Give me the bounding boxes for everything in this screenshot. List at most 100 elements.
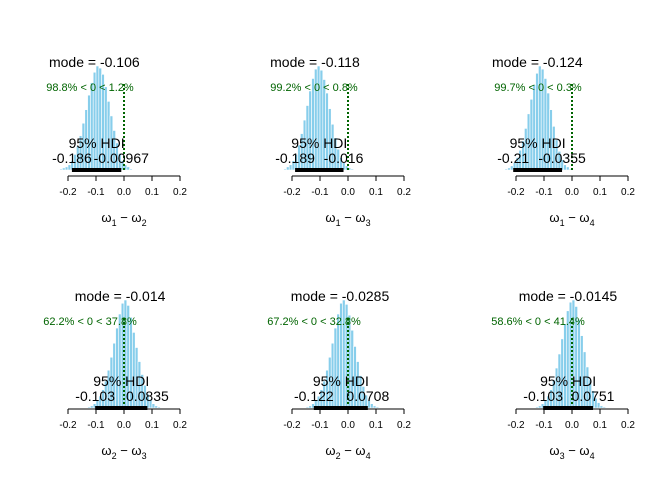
x-tick-label: -0.1 [311,187,329,198]
histogram-bar [504,168,508,171]
x-tick-label: -0.2 [507,420,525,431]
hdi-low-label: -0.103 [523,388,563,404]
comparison-percent-label: 58.6% < 0 < 41.4% [491,316,585,328]
x-tick-label: 0.0 [341,187,355,198]
comparison-percent-label: 62.2% < 0 < 37.8% [43,316,137,328]
histogram-bar [372,405,377,409]
comparison-percent-label: 99.2% < 0 < 0.8% [270,82,358,94]
histogram-bar [151,403,156,409]
hdi-low-label: -0.21 [497,150,529,166]
mode-label: mode = -0.106 [49,54,140,70]
x-tick-label: 0.1 [145,187,159,198]
histogram-bar [308,405,312,409]
x-tick-label: 0.0 [117,187,131,198]
hdi-high-label: 0.0751 [572,388,615,404]
histogram-bar [538,405,542,409]
histogram-bar [283,168,287,171]
hdi-low-label: -0.189 [275,150,315,166]
hdi-low-label: -0.103 [75,388,115,404]
hdi-high-label: 0.0835 [126,388,169,404]
mode-label: mode = -0.014 [75,288,166,304]
x-tick-label: 0.2 [397,420,411,431]
x-tick-label: -0.1 [311,420,329,431]
hdi-low-label: -0.122 [294,388,334,404]
histogram-bar [333,327,338,409]
histogram-bar [59,168,63,171]
x-tick-label: 0.1 [369,187,383,198]
x-tick-label: -0.2 [283,187,301,198]
histogram-bar [154,405,158,409]
hdi-low-label: -0.186 [52,150,92,166]
x-tick-label: -0.1 [87,187,105,198]
histogram-bar [129,168,133,171]
x-tick-label: 0.2 [397,187,411,198]
x-tick-label: -0.2 [507,187,525,198]
histogram-bar [510,165,514,171]
hdi-title: 95% HDI [93,373,149,389]
x-axis-label: ω2 − ω3 [101,443,146,461]
mode-label: mode = -0.118 [270,54,360,70]
histogram-bar [87,406,91,409]
mode-label: mode = -0.0145 [519,288,618,304]
histogram-bar [507,167,511,171]
comparison-percent-label: 98.8% < 0 < 1.2% [46,82,134,94]
x-tick-label: -0.1 [535,187,553,198]
x-tick-label: -0.1 [535,420,553,431]
x-tick-label: 0.2 [621,420,635,431]
histogram-bar [532,84,536,171]
mode-label: mode = -0.124 [492,54,583,70]
x-axis-label: ω1 − ω4 [549,210,594,228]
histogram-bar [350,168,354,171]
x-tick-label: -0.2 [283,420,301,431]
hdi-title: 95% HDI [313,373,369,389]
x-axis-label: ω1 − ω3 [325,210,370,228]
histogram-bar [115,327,119,409]
x-tick-label: 0.1 [593,187,607,198]
histogram-bar [286,166,290,171]
x-tick-label: 0.0 [117,420,131,431]
comparison-percent-label: 99.7% < 0 < 0.3% [494,82,582,94]
x-tick-label: 0.2 [173,420,187,431]
mode-label: mode = -0.0285 [291,288,390,304]
x-tick-label: 0.2 [173,187,187,198]
histogram-bar [157,406,161,409]
x-tick-label: 0.1 [593,420,607,431]
histogram-bar [535,406,539,409]
hdi-high-label: -0.00967 [94,150,149,166]
histogram-bar [90,405,94,409]
histogram-bar [126,166,130,171]
x-tick-label: 0.0 [565,420,579,431]
hdi-title: 95% HDI [69,135,125,151]
hdi-high-label: -0.016 [324,150,364,166]
x-tick-label: 0.2 [621,187,635,198]
hdi-title: 95% HDI [510,135,566,151]
x-tick-label: 0.1 [145,420,159,431]
histogram-bar [566,166,570,171]
x-axis-label: ω2 − ω4 [325,443,370,461]
histogram-bar [596,402,601,409]
histogram-bar [375,406,380,409]
x-axis-label: ω3 − ω4 [549,443,594,461]
comparison-percent-label: 67.2% < 0 < 32.8% [267,316,361,328]
histogram-bar [602,406,606,409]
x-axis-label: ω1 − ω2 [101,210,146,228]
hdi-high-label: -0.0355 [538,150,586,166]
x-tick-label: 0.0 [565,187,579,198]
hdi-high-label: 0.0708 [346,388,389,404]
histogram-bar [599,405,604,409]
hdi-title: 95% HDI [540,373,596,389]
histogram-bar [336,313,340,409]
x-tick-label: -0.2 [59,187,77,198]
histogram-bar [118,313,122,409]
histogram-bar [64,166,69,171]
x-tick-label: -0.2 [59,420,77,431]
histogram-bar [370,403,374,409]
histogram-bar [563,323,567,409]
